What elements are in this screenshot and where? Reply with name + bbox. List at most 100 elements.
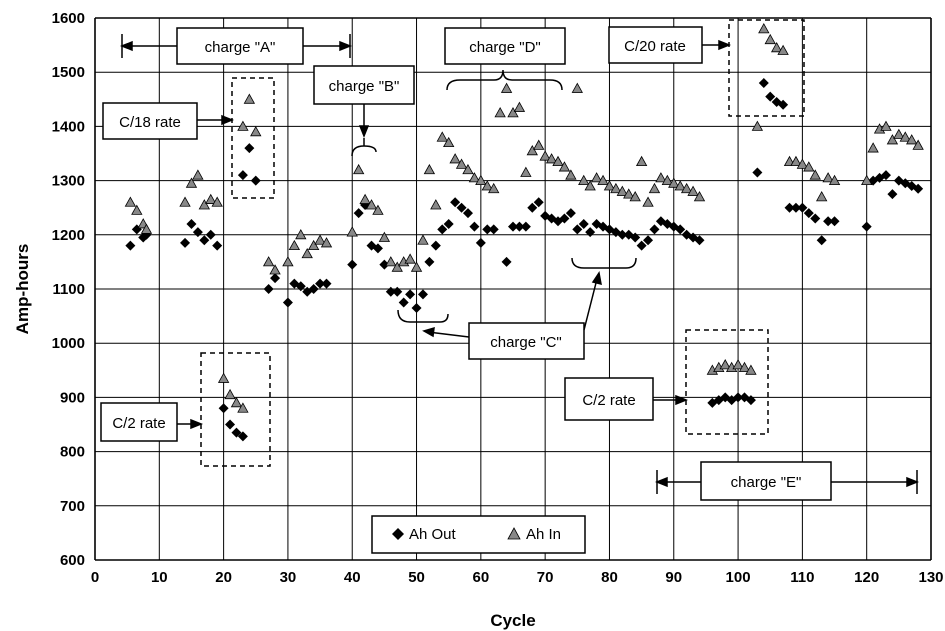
point-ah-out [405, 289, 416, 300]
point-ah-out [501, 256, 512, 267]
point-ah-in [449, 153, 461, 164]
x-tick-label: 100 [726, 569, 751, 586]
point-ah-in [211, 196, 223, 207]
svg-text:C/20 rate: C/20 rate [624, 38, 686, 55]
legend-label-ah-out: Ah Out [409, 526, 457, 543]
point-ah-in [552, 155, 564, 167]
point-ah-in [462, 163, 474, 175]
point-ah-out [784, 202, 795, 213]
point-ah-out [861, 221, 872, 232]
point-ah-in [867, 142, 879, 153]
point-ah-in [391, 261, 403, 272]
point-ah-out [372, 243, 383, 254]
point-ah-in [185, 177, 198, 188]
point-ah-out [778, 99, 789, 110]
point-ah-out [430, 240, 441, 251]
y-tick-label: 900 [60, 389, 85, 406]
point-ah-in [648, 182, 661, 194]
point-ah-in [732, 359, 744, 370]
x-tick-label: 90 [665, 569, 682, 586]
y-tick-label: 1300 [52, 173, 85, 190]
point-ah-in [899, 131, 911, 142]
point-ah-out [411, 302, 422, 313]
point-ah-in [250, 125, 262, 137]
point-ah-in [738, 361, 751, 372]
point-ah-in [352, 163, 365, 175]
data-points [124, 23, 924, 442]
point-ah-in [224, 388, 236, 400]
point-ah-in [423, 163, 436, 175]
point-ah-out [488, 224, 499, 235]
point-ah-out [508, 221, 518, 232]
point-ah-out [733, 392, 744, 403]
point-ah-out [353, 208, 364, 219]
point-ah-in [623, 188, 635, 199]
point-ah-out [636, 240, 647, 251]
point-ah-out [456, 202, 467, 213]
point-ah-in [603, 180, 616, 191]
point-ah-out [469, 221, 480, 232]
point-ah-in [282, 256, 294, 267]
point-ah-out [829, 216, 840, 227]
point-ah-in [616, 185, 629, 196]
point-ah-out [758, 78, 769, 89]
svg-text:C/2 rate: C/2 rate [112, 415, 165, 432]
point-ah-in [558, 161, 571, 172]
point-ah-out [263, 284, 274, 294]
point-ah-in [262, 256, 275, 267]
point-ah-out [630, 232, 641, 243]
svg-text:C/2 rate: C/2 rate [582, 392, 635, 409]
point-ah-out [295, 281, 306, 292]
legend-box [371, 515, 586, 554]
point-ah-out [559, 213, 570, 224]
legend: Ah Out Ah In [371, 515, 586, 554]
point-ah-out [379, 259, 390, 270]
point-ah-in [430, 199, 442, 210]
x-tick-label: 120 [854, 569, 879, 586]
point-ah-out [125, 240, 136, 251]
point-ah-in [140, 223, 153, 234]
point-ah-out [790, 202, 801, 213]
x-tick-label: 80 [601, 569, 618, 586]
point-ah-out [424, 256, 435, 267]
point-ah-in [288, 239, 301, 251]
point-ah-in [668, 177, 680, 188]
y-tick-label: 1600 [52, 10, 85, 27]
point-ah-out [270, 273, 281, 284]
x-tick-label: 130 [918, 569, 943, 586]
point-ah-in [815, 191, 828, 202]
y-tick-label: 800 [60, 444, 85, 461]
point-ah-in [455, 158, 468, 169]
point-ah-in [217, 372, 230, 383]
point-ah-in [378, 231, 391, 242]
annotation-charge-e: charge "E" [654, 461, 920, 501]
point-ah-in [481, 180, 493, 191]
point-ah-in [661, 174, 674, 185]
point-ah-in [642, 196, 654, 207]
point-ah-out [218, 403, 229, 414]
point-ah-out [225, 419, 236, 430]
point-ah-in [906, 134, 918, 145]
x-tick-label: 30 [280, 569, 297, 586]
annotation-c2-rate-left: C/2 rate [100, 352, 271, 467]
point-ah-in [745, 364, 757, 375]
point-ah-out [192, 227, 203, 238]
point-ah-in [828, 174, 841, 185]
point-ah-out [462, 208, 473, 219]
point-ah-out [887, 189, 898, 200]
point-ah-out [520, 221, 531, 232]
point-ah-out [527, 202, 538, 213]
point-ah-in [635, 155, 648, 167]
point-ah-in [526, 144, 538, 156]
point-ah-out [250, 175, 261, 186]
point-ah-in [764, 33, 776, 45]
point-ah-out [437, 224, 448, 235]
point-ah-out [649, 224, 660, 235]
point-ah-out [810, 213, 821, 224]
point-ah-in [803, 161, 815, 172]
point-ah-in [124, 196, 137, 207]
point-ah-in [359, 193, 371, 204]
point-ah-in [346, 226, 358, 237]
point-ah-in [320, 237, 333, 248]
point-ah-in [565, 169, 577, 180]
